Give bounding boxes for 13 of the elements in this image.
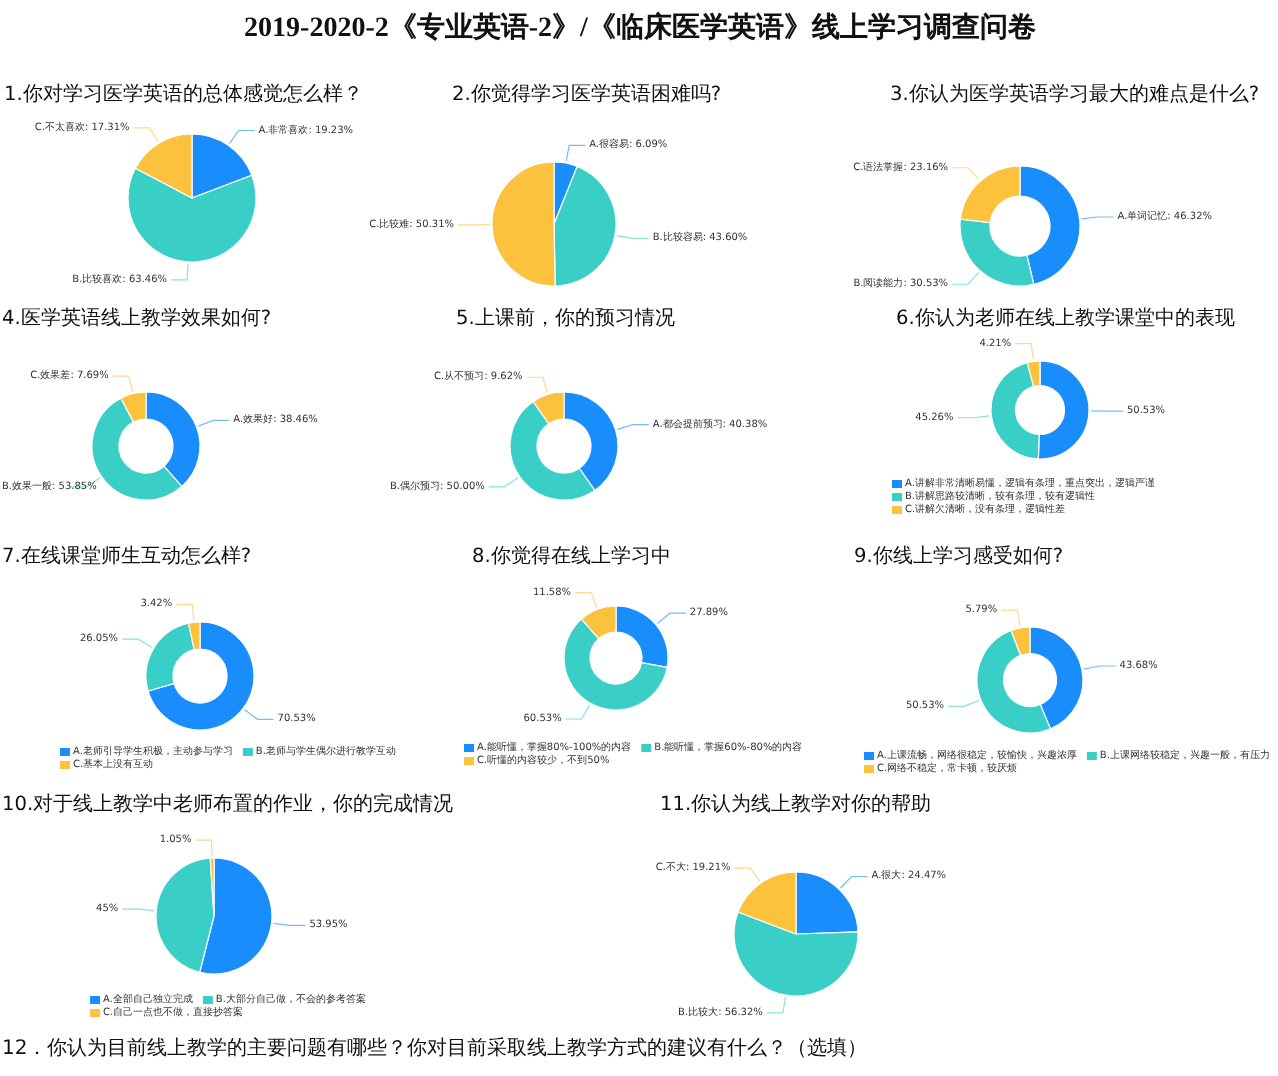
chart-title: 3.你认为医学英语学习最大的难点是什么? xyxy=(890,82,1260,106)
chart-title: 5.上课前，你的预习情况 xyxy=(456,306,675,330)
chart-title: 8.你觉得在线上学习中 xyxy=(472,544,671,568)
text: 12．你认为目前线上教学的主要问题有哪些？你对目前采取线上教学方式的建议有什么？（选填） xyxy=(2,1036,868,1060)
chart-title: 7.在线课堂师生互动怎么样? xyxy=(2,544,252,568)
chart-title: 2.你觉得学习医学英语困难吗? xyxy=(452,82,722,106)
chart-title: 9.你线上学习感受如何? xyxy=(854,544,1064,568)
text: 2019-2020-2《专业英语-2》/《临床医学英语》线上学习调查问卷 xyxy=(244,10,1036,44)
chart-title: 1.你对学习医学英语的总体感觉怎么样？ xyxy=(4,82,363,106)
chart-title: 6.你认为老师在线上教学课堂中的表现 xyxy=(896,306,1235,330)
chart-title: 11.你认为线上教学对你的帮助 xyxy=(660,792,932,816)
chart-title: 10.对于线上教学中老师布置的作业，你的完成情况 xyxy=(2,792,454,816)
chart-title: 4.医学英语线上教学效果如何? xyxy=(2,306,272,330)
